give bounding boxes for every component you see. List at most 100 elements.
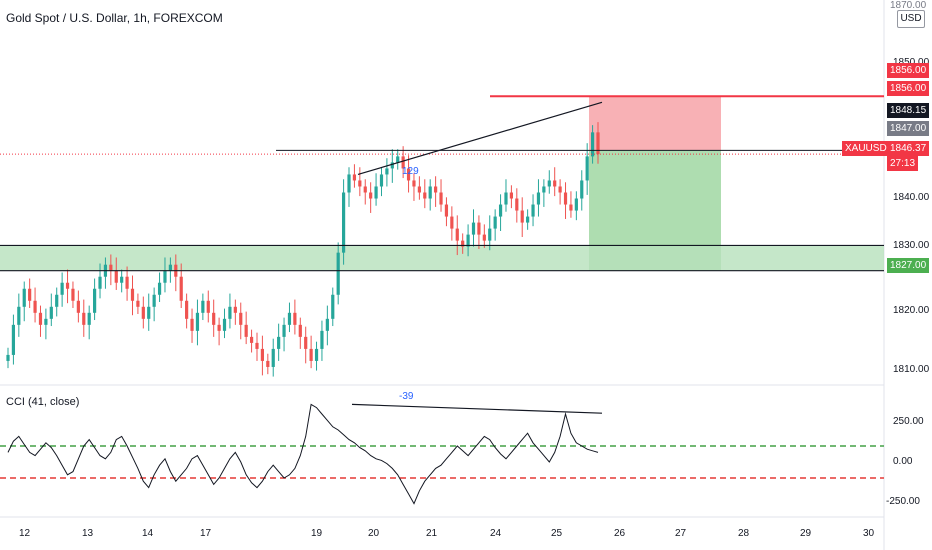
candle-body: [65, 282, 70, 289]
candle-body: [369, 192, 373, 199]
candle-body: [590, 132, 595, 157]
candle-body: [304, 336, 308, 349]
candle-body: [434, 186, 438, 193]
candle-body: [325, 318, 329, 331]
candle-body: [444, 204, 449, 217]
candle-body: [168, 264, 172, 271]
candle-body: [60, 282, 64, 295]
candle-body: [314, 348, 319, 361]
candle-body: [190, 318, 194, 331]
x-label: 19: [311, 528, 323, 539]
candle-body: [574, 198, 578, 211]
candle-body: [428, 186, 432, 199]
candle-body: [482, 234, 486, 241]
candle-body: [244, 324, 248, 337]
candle-body: [417, 186, 421, 193]
candle-body: [401, 156, 405, 169]
currency-label[interactable]: USD: [897, 10, 925, 28]
candle-body: [320, 330, 324, 349]
candle-body: [201, 300, 205, 313]
candle-body: [547, 180, 551, 187]
cci-tick-minus-250: -250.00: [886, 496, 920, 507]
tag-last-price: 1846.37: [887, 141, 930, 156]
candle-body: [363, 186, 367, 193]
candle-body: [336, 252, 340, 295]
candle-body: [28, 288, 32, 301]
candle-body: [141, 306, 145, 319]
price-divergence-label: 129: [402, 166, 419, 177]
candle-body: [461, 240, 465, 247]
candle-body: [379, 174, 384, 187]
candle-body: [233, 306, 237, 313]
candle-body: [130, 288, 135, 301]
x-label: 28: [738, 528, 750, 539]
candle-body: [347, 174, 351, 193]
price-tick-1830: 1830.00: [893, 240, 930, 251]
candle-body: [423, 192, 427, 199]
x-label: 26: [614, 528, 626, 539]
candle-body: [255, 342, 259, 349]
candle-body: [455, 228, 459, 241]
candle-body: [439, 192, 443, 205]
indicator-title[interactable]: CCI (41, close): [6, 396, 80, 408]
candle-body: [239, 312, 243, 325]
price-tick-1810: 1810.00: [893, 364, 930, 375]
candle-body: [120, 276, 124, 283]
x-label: 13: [82, 528, 94, 539]
drawings: [0, 95, 884, 414]
candle-body: [466, 234, 470, 247]
candle-body: [87, 312, 91, 325]
candle-body: [82, 312, 86, 325]
candle-body: [569, 204, 573, 211]
x-label: 20: [368, 528, 380, 539]
x-label: 14: [142, 528, 154, 539]
candle-body: [114, 270, 118, 283]
candle-body: [493, 216, 497, 229]
candle-body: [542, 186, 546, 193]
x-label: 29: [800, 528, 812, 539]
cci-tick-0: 0.00: [893, 456, 913, 467]
cci-divergence-label: -39: [399, 391, 414, 402]
candle-body: [125, 276, 129, 289]
candle-body: [406, 168, 411, 181]
candle-body: [195, 312, 200, 331]
candle-body: [477, 222, 481, 235]
cci-line: [7, 403, 599, 505]
candle-body: [287, 312, 292, 325]
x-label: 24: [490, 528, 502, 539]
candle-body: [293, 312, 297, 325]
candle-body: [385, 168, 389, 175]
candles: [6, 122, 600, 377]
candle-body: [33, 300, 37, 313]
candle-body: [6, 354, 10, 361]
grid: [0, 0, 885, 550]
candle-body: [374, 186, 378, 199]
candle-body: [38, 312, 43, 325]
price-tick-1820: 1820.00: [893, 305, 930, 316]
candle-body: [147, 306, 151, 319]
price-trendline: [357, 101, 603, 176]
candle-body: [22, 288, 26, 307]
candle-body: [352, 174, 357, 181]
price-tick-top: 1870.00: [890, 0, 927, 11]
candle-body: [526, 216, 530, 223]
candle-body: [17, 306, 21, 325]
candle-body: [157, 282, 162, 295]
candle-body: [536, 192, 541, 205]
candle-body: [450, 216, 454, 229]
x-label: 21: [426, 528, 438, 539]
candle-body: [217, 324, 221, 331]
candle-body: [260, 348, 265, 361]
candle-body: [249, 336, 254, 343]
candle-body: [341, 192, 346, 253]
candle-body: [558, 186, 562, 193]
candle-body: [563, 192, 568, 205]
candle-body: [277, 336, 281, 349]
candle-body: [271, 348, 275, 367]
candle-body: [488, 228, 492, 241]
candle-body: [71, 288, 75, 301]
candle-body: [531, 204, 535, 217]
candle-body: [55, 294, 59, 307]
cci-pane: [0, 403, 884, 505]
